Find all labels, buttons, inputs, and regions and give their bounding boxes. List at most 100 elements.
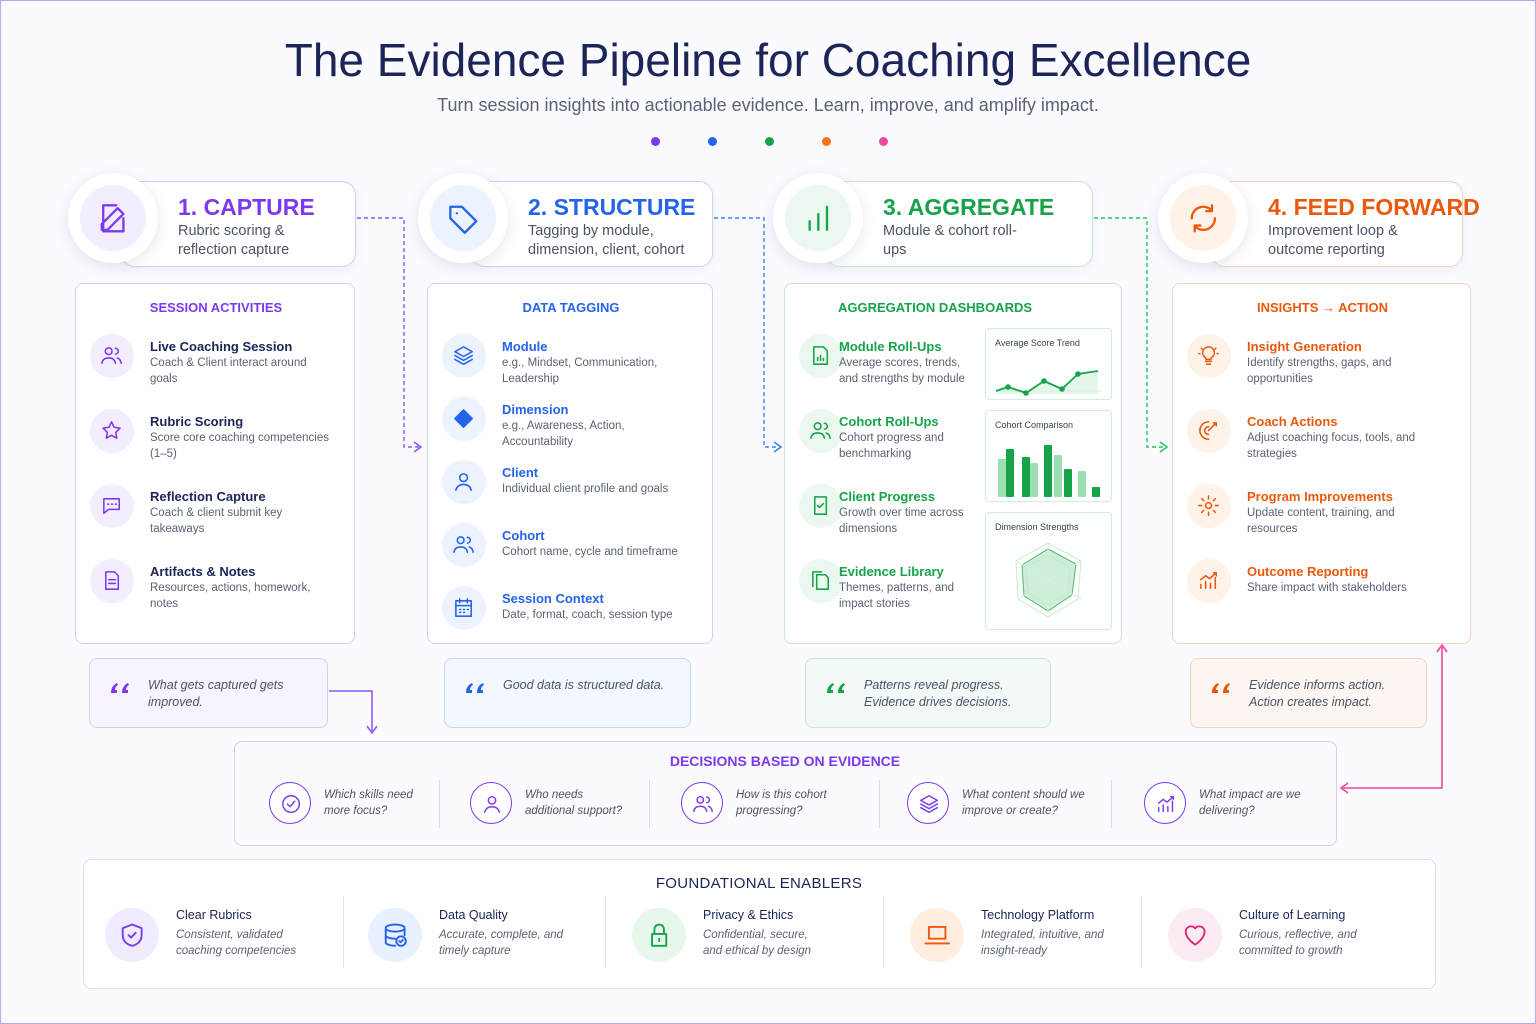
item-title: Client — [502, 465, 539, 480]
icon-glyph — [103, 498, 121, 515]
title: The Evidence Pipeline for Coaching Excel… — [284, 34, 1252, 86]
icon-glyph — [102, 421, 122, 440]
icon — [907, 782, 949, 824]
dashboard-title: Cohort Comparison — [995, 420, 1074, 430]
quote: What gets captured gets improved. — [89, 658, 328, 728]
separator — [1111, 780, 1112, 828]
icon-glyph — [810, 422, 832, 440]
quote-text: Evidence informs action. Action creates … — [1249, 678, 1386, 709]
separator — [439, 780, 440, 828]
item-text: Update content, training, and resources — [1247, 507, 1395, 535]
icon-glyph — [282, 794, 300, 813]
icon — [632, 908, 686, 962]
item-title: Dimension — [502, 402, 569, 417]
stage-description: Tagging by module, dimension, client, co… — [528, 223, 685, 258]
icon-glyph — [924, 925, 950, 945]
decisions-title: DECISIONS BASED ON EVIDENCE — [669, 753, 901, 769]
icon-glyph — [812, 571, 830, 591]
icon — [442, 334, 486, 378]
icon-glyph — [1199, 421, 1218, 441]
icon — [105, 908, 159, 962]
item-title: Outcome Reporting — [1247, 564, 1369, 579]
icon-glyph — [101, 347, 123, 365]
question: How is this cohort progressing? — [736, 789, 827, 817]
quote-text: Patterns reveal progress. Evidence drive… — [864, 678, 1012, 709]
item-title: Session Context — [502, 591, 604, 606]
item-text: Identify strengths, gaps, and opportunit… — [1247, 357, 1392, 385]
item-title: Evidence Library — [839, 564, 944, 579]
item-title: Coach Actions — [1247, 414, 1338, 429]
icon — [90, 409, 134, 453]
dashboard-title: Average Score Trend — [995, 338, 1080, 348]
quote-mark — [827, 683, 845, 693]
icon-glyph — [808, 205, 828, 231]
question: Which skills need more focus? — [324, 789, 413, 817]
subtitle: Turn session insights into actionable ev… — [437, 95, 1099, 115]
icon-glyph — [1190, 203, 1216, 233]
panel: INSIGHTS → ACTION Insight Generation Ident… — [1172, 283, 1471, 644]
panel: DATA TAGGING Module e.g., Mindset, Communi… — [427, 283, 713, 644]
stage-card — [121, 181, 356, 267]
stage-title: 2. STRUCTURE — [528, 194, 696, 220]
item-text: Cohort name, cycle and timeframe — [502, 546, 678, 558]
separator — [343, 896, 344, 968]
stage-title: 4. FEED FORWARD — [1268, 194, 1480, 220]
icon-glyph — [813, 346, 829, 366]
stage-title: 3. AGGREGATE — [883, 194, 1055, 220]
icon — [785, 185, 851, 251]
panel-title: AGGREGATION DASHBOARDS — [837, 300, 1033, 315]
dashboard-graphic — [998, 445, 1100, 497]
icon — [799, 334, 843, 378]
item-title: Insight Generation — [1247, 339, 1362, 354]
item-text: Coach & Client interact around goals — [150, 357, 307, 385]
separator — [1141, 896, 1142, 968]
stage-title: 1. CAPTURE — [178, 194, 315, 220]
quote: Patterns reveal progress. Evidence drive… — [805, 658, 1051, 728]
item-title: Cohort — [502, 528, 545, 543]
item-text: Average scores, trends, and strengths by… — [839, 357, 965, 385]
item-text: Score core coaching competencies (1–5) — [150, 432, 329, 460]
icon — [1187, 484, 1231, 528]
item-text: Share impact with stakeholders — [1247, 582, 1407, 594]
item-text: Individual client profile and goals — [502, 483, 669, 495]
question: What content should we improve or create… — [962, 789, 1085, 817]
enabler-text: Accurate, complete, and timely capture — [439, 929, 564, 957]
icon — [442, 397, 486, 441]
enablers: FOUNDATIONAL ENABLERS Clear Rubrics Consis… — [83, 859, 1436, 989]
separator — [649, 780, 650, 828]
icon-glyph — [483, 795, 501, 813]
icon — [910, 908, 964, 962]
icon — [90, 559, 134, 603]
icon — [430, 185, 496, 251]
item-text: Date, format, coach, session type — [502, 609, 673, 621]
dashboard: Dimension Strengths — [985, 512, 1112, 630]
enabler-text: Confidential, secure, and ethical by des… — [703, 929, 812, 957]
icon-glyph — [1200, 572, 1218, 590]
icon — [1187, 559, 1231, 603]
item-title: Module Roll-Ups — [839, 339, 942, 354]
icon — [1144, 782, 1186, 824]
icon — [470, 782, 512, 824]
panel: SESSION ACTIVITIES Live Coaching Session C… — [75, 283, 355, 644]
icon-glyph — [650, 923, 668, 947]
item-text: e.g., Mindset, Communication, Leadership — [502, 357, 658, 385]
icon — [368, 908, 422, 962]
quote-text: Good data is structured data. — [503, 678, 665, 692]
stage-description: Module & cohort roll-ups — [883, 223, 1017, 258]
icon-glyph — [919, 794, 938, 813]
stage-card — [1211, 181, 1463, 267]
item-title: Artifacts & Notes — [150, 564, 256, 579]
icon-glyph — [100, 203, 125, 233]
enabler-title: Technology Platform — [981, 908, 1095, 922]
stage-card — [826, 181, 1093, 267]
quote: Evidence informs action. Action creates … — [1190, 658, 1427, 728]
icon — [80, 185, 146, 251]
enabler-text: Consistent, validated coaching competenc… — [176, 929, 297, 957]
quote-mark — [1212, 683, 1230, 693]
item-title: Live Coaching Session — [150, 339, 293, 354]
icon — [1187, 409, 1231, 453]
icon — [442, 523, 486, 567]
separator — [883, 896, 884, 968]
question: Who needs additional support? — [525, 789, 623, 817]
